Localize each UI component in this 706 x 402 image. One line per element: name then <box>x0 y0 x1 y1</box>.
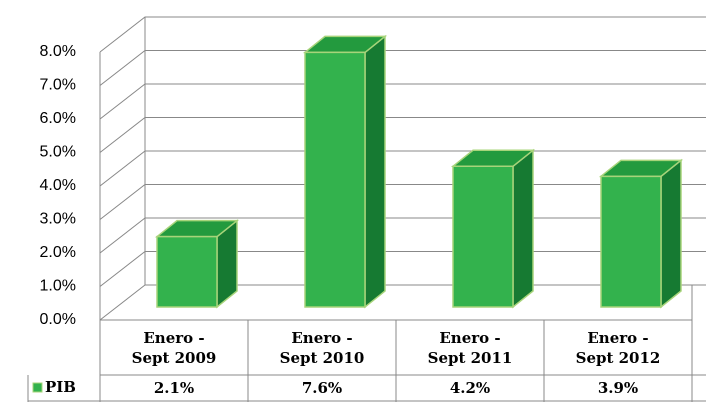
y-tick-label: 7.0% <box>40 77 76 94</box>
value-label: 3.9% <box>598 379 638 397</box>
y-tick-label: 2.0% <box>40 244 76 261</box>
y-tick-label: 3.0% <box>40 211 76 228</box>
y-tick-label: 5.0% <box>40 144 76 161</box>
bar-front <box>304 51 366 308</box>
bar-front <box>452 165 514 308</box>
bar-front <box>156 235 218 308</box>
grid-line <box>99 50 706 86</box>
category-label: Enero - Sept 2009 <box>131 329 217 367</box>
y-tick-label: 4.0% <box>40 177 76 194</box>
bar <box>450 148 536 309</box>
bar-front <box>600 175 662 308</box>
grid-line <box>99 83 706 120</box>
bar-side <box>364 34 386 309</box>
y-tick-label: 1.0% <box>40 278 76 295</box>
bar <box>598 158 684 309</box>
bar <box>302 34 388 309</box>
value-label: 7.6% <box>302 379 342 397</box>
grid-line <box>99 16 706 53</box>
y-tick-label: 0.0% <box>40 311 76 328</box>
y-tick-label: 6.0% <box>40 110 76 127</box>
category-label: Enero - Sept 2011 <box>427 329 513 367</box>
y-tick-label: 8.0% <box>40 43 76 60</box>
category-label: Enero - Sept 2012 <box>575 329 661 367</box>
legend-swatch <box>32 382 43 393</box>
legend-label: PIB <box>45 378 76 396</box>
bar-side <box>512 148 534 309</box>
value-label: 2.1% <box>154 379 194 397</box>
value-label: 4.2% <box>450 379 490 397</box>
grid-line <box>99 117 706 153</box>
category-label: Enero - Sept 2010 <box>279 329 365 367</box>
bar-side <box>660 158 682 309</box>
bar <box>154 219 240 309</box>
